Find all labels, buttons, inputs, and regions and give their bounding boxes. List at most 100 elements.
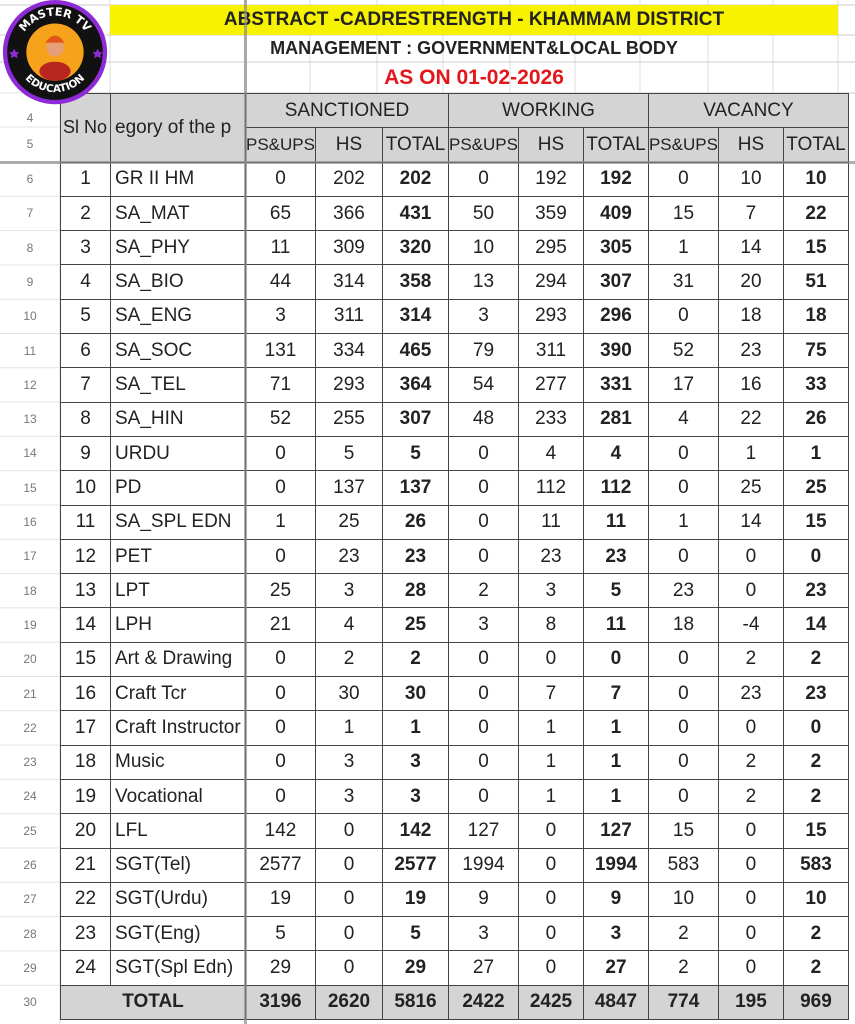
cell-value[interactable]: 44 xyxy=(245,264,316,300)
cell-value[interactable]: 23 xyxy=(717,333,784,369)
cell-value[interactable]: 27 xyxy=(582,950,649,986)
cell-value[interactable]: 14 xyxy=(717,230,784,266)
cell-value[interactable]: 26 xyxy=(381,504,449,540)
cell-value[interactable]: 22 xyxy=(782,195,849,232)
row-number[interactable]: 23 xyxy=(23,755,37,770)
cell-value[interactable]: 10 xyxy=(447,230,519,266)
management-label[interactable]: MANAGEMENT : GOVERNMENT&LOCAL BODY xyxy=(270,38,678,58)
cell-value[interactable]: 0 xyxy=(782,710,849,746)
cell-value[interactable]: 14 xyxy=(782,607,849,643)
cell-value[interactable]: 0 xyxy=(447,504,519,540)
cell-value[interactable]: 0 xyxy=(517,950,584,986)
cell-value[interactable]: 1 xyxy=(314,710,383,746)
cell-value[interactable]: 19 xyxy=(381,881,449,918)
cell-category[interactable]: GR II HM xyxy=(110,161,246,197)
cell-value[interactable]: 28 xyxy=(381,573,449,609)
cell-value[interactable]: 23 xyxy=(782,676,849,712)
cell-value[interactable]: 1 xyxy=(517,744,584,780)
subheader-working-ps-ups[interactable]: PS&UPS xyxy=(447,127,519,163)
cell-value[interactable]: 3 xyxy=(245,298,316,335)
row-number[interactable]: 16 xyxy=(23,515,37,529)
row-number[interactable]: 9 xyxy=(26,274,34,289)
cell-value[interactable]: 23 xyxy=(517,538,584,575)
total-value[interactable]: 774 xyxy=(647,984,719,1021)
cell-value[interactable]: 233 xyxy=(517,401,584,437)
row-number[interactable]: 15 xyxy=(23,480,37,495)
cell-value[interactable]: 52 xyxy=(245,401,316,437)
row-number[interactable]: 13 xyxy=(23,412,37,427)
cell-value[interactable]: 3 xyxy=(447,916,519,952)
cell-value[interactable]: 26 xyxy=(782,401,849,437)
cell-sl-no[interactable]: 6 xyxy=(60,333,111,369)
cell-value[interactable]: 131 xyxy=(245,333,316,369)
cell-value[interactable]: 293 xyxy=(517,298,584,335)
subheader-working-total[interactable]: TOTAL xyxy=(582,127,649,163)
cell-value[interactable]: 0 xyxy=(245,676,316,712)
cell-value[interactable]: 112 xyxy=(582,470,649,506)
header-sl-no[interactable]: Sl No xyxy=(60,93,111,163)
cell-value[interactable]: 0 xyxy=(447,676,519,712)
cell-value[interactable]: 294 xyxy=(517,264,584,300)
cell-category[interactable]: SA_PHY xyxy=(110,230,246,266)
cell-value[interactable]: 25 xyxy=(245,573,316,609)
cell-sl-no[interactable]: 18 xyxy=(60,744,111,780)
cell-category[interactable]: SGT(Tel) xyxy=(110,847,246,883)
cell-value[interactable]: 0 xyxy=(447,710,519,746)
cell-value[interactable]: 3 xyxy=(314,573,383,609)
cell-value[interactable]: 314 xyxy=(314,264,383,300)
total-value[interactable]: 969 xyxy=(782,984,849,1021)
cell-value[interactable]: 21 xyxy=(245,607,316,643)
cell-value[interactable]: 5 xyxy=(381,916,449,952)
cell-value[interactable]: 0 xyxy=(647,710,719,746)
cell-value[interactable]: 0 xyxy=(245,710,316,746)
cell-value[interactable]: 583 xyxy=(647,847,719,883)
row-number[interactable]: 6 xyxy=(26,172,34,186)
cell-category[interactable]: SA_TEL xyxy=(110,367,246,403)
cell-value[interactable]: 13 xyxy=(447,264,519,300)
cell-value[interactable]: 8 xyxy=(517,607,584,643)
row-number[interactable]: 12 xyxy=(23,377,37,392)
cell-value[interactable]: 0 xyxy=(717,881,784,918)
row-number[interactable]: 27 xyxy=(23,892,37,907)
cell-value[interactable]: 0 xyxy=(647,538,719,575)
cell-value[interactable]: 192 xyxy=(517,161,584,197)
cell-value[interactable]: 2 xyxy=(782,916,849,952)
cell-value[interactable]: 65 xyxy=(245,195,316,232)
cell-value[interactable]: 10 xyxy=(782,881,849,918)
cell-value[interactable]: 15 xyxy=(782,504,849,540)
cell-value[interactable]: 0 xyxy=(447,538,519,575)
subheader-sanctioned-ps-ups[interactable]: PS&UPS xyxy=(245,127,316,163)
cell-value[interactable]: 0 xyxy=(717,538,784,575)
row-number[interactable]: 26 xyxy=(23,858,37,872)
cell-value[interactable]: -4 xyxy=(717,607,784,643)
cell-value[interactable]: 5 xyxy=(582,573,649,609)
cell-value[interactable]: 2577 xyxy=(381,847,449,883)
cell-value[interactable]: 3 xyxy=(582,916,649,952)
cell-value[interactable]: 0 xyxy=(647,744,719,780)
cell-sl-no[interactable]: 22 xyxy=(60,881,111,918)
cell-category[interactable]: SGT(Urdu) xyxy=(110,881,246,918)
cell-value[interactable]: 3 xyxy=(447,607,519,643)
total-value[interactable]: 2620 xyxy=(314,984,383,1021)
subheader-vacancy-total[interactable]: TOTAL xyxy=(782,127,849,163)
cell-value[interactable]: 307 xyxy=(381,401,449,437)
cell-value[interactable]: 25 xyxy=(381,607,449,643)
cell-value[interactable]: 0 xyxy=(447,778,519,815)
cell-value[interactable]: 364 xyxy=(381,367,449,403)
cell-value[interactable]: 1 xyxy=(381,710,449,746)
cell-value[interactable]: 29 xyxy=(245,950,316,986)
cell-category[interactable]: Vocational xyxy=(110,778,246,815)
cell-category[interactable]: Craft Tcr xyxy=(110,676,246,712)
row-number[interactable]: 21 xyxy=(23,686,37,701)
cell-value[interactable]: 10 xyxy=(717,161,784,197)
cell-value[interactable]: 4 xyxy=(582,435,649,472)
cell-value[interactable]: 2 xyxy=(314,641,383,678)
cell-value[interactable]: 1 xyxy=(245,504,316,540)
header-sanctioned[interactable]: SANCTIONED xyxy=(245,92,449,129)
cell-value[interactable]: 71 xyxy=(245,367,316,403)
cell-value[interactable]: 2 xyxy=(782,641,849,678)
cell-value[interactable]: 2 xyxy=(782,744,849,780)
cell-value[interactable]: 0 xyxy=(447,744,519,780)
cell-value[interactable]: 23 xyxy=(582,538,649,575)
total-value[interactable]: 3196 xyxy=(245,984,316,1021)
